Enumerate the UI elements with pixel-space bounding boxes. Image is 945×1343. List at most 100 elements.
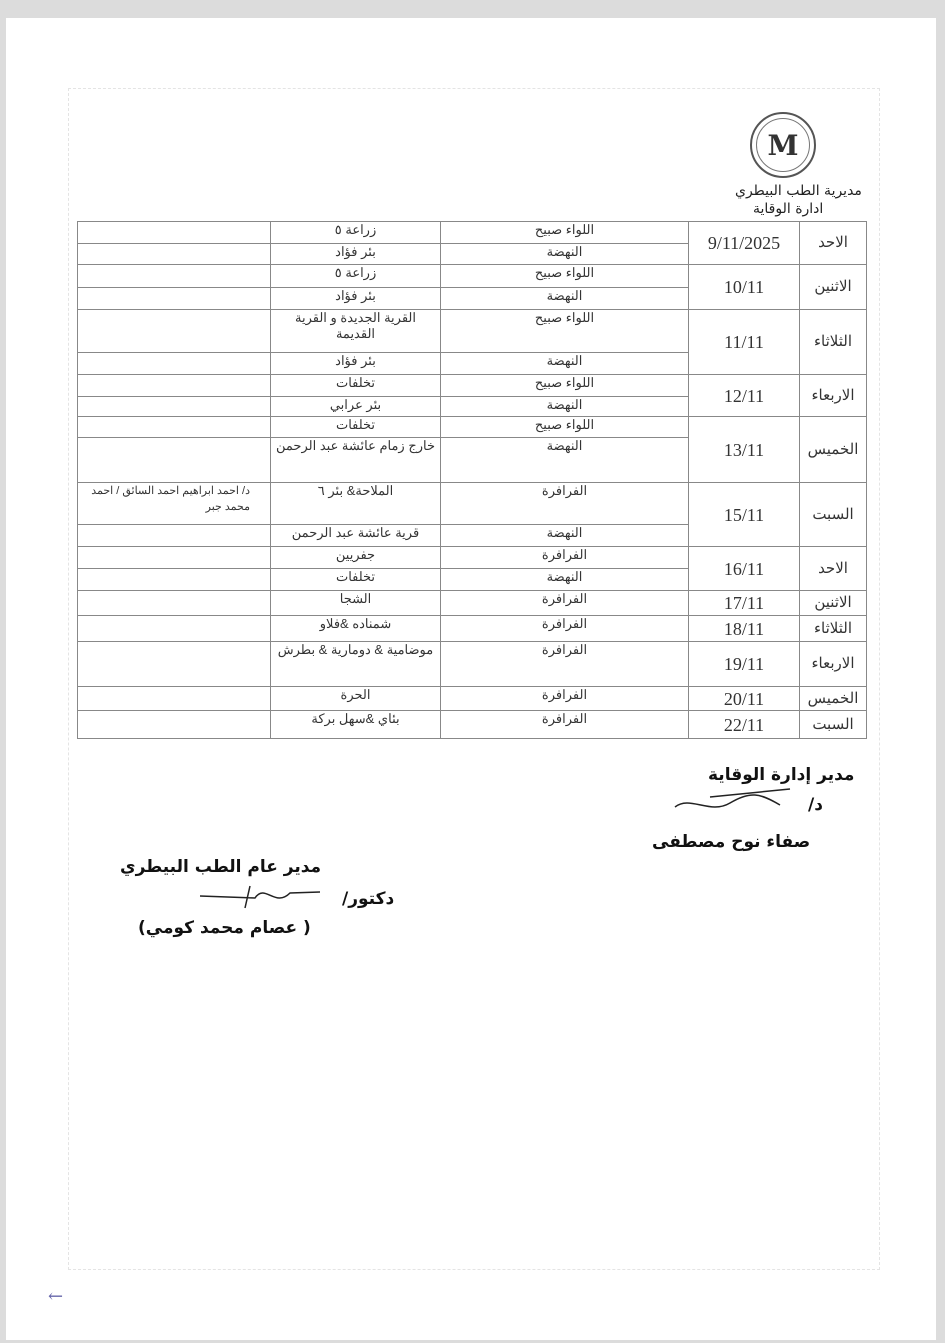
day-cell: الاربعاء: [799, 374, 867, 417]
date-cell: 11/11: [688, 309, 800, 375]
note-cell: [77, 590, 271, 616]
note-cell: [77, 309, 271, 353]
day-cell: الاحد: [799, 221, 867, 265]
day-cell: الخميس: [799, 416, 867, 483]
table-row: الثلاثاء 11/11 اللواء صبيح القرية الجديدة و…: [77, 309, 867, 375]
villages-cell: القرية الجديدة و القرية القديمة: [270, 309, 441, 353]
table-row: الاثنين 17/11 الفرافرة الشجا: [77, 590, 867, 616]
region-cell: الفرافرة: [440, 482, 689, 525]
table-row: النهضة قرية عائشة عبد الرحمن: [77, 524, 867, 547]
note-cell: [77, 546, 271, 569]
villages-cell: الحرة: [270, 686, 441, 711]
date-cell: 16/11: [688, 546, 800, 591]
villages-cell: بئر عرابي: [270, 396, 441, 417]
villages-cell: تخلفات: [270, 416, 441, 438]
day-cell: الاربعاء: [799, 641, 867, 687]
region-cell: اللواء صبيح: [440, 264, 689, 288]
note-cell: [77, 352, 271, 375]
region-cell: الفرافرة: [440, 686, 689, 711]
prevention-manager-prefix: د/: [808, 795, 823, 815]
villages-cell: تخلفات: [270, 568, 441, 591]
villages-cell: خارج زمام عائشة عبد الرحمن: [270, 437, 441, 483]
villages-cell: بئر فؤاد: [270, 243, 441, 265]
note-cell: [77, 524, 271, 547]
region-cell: اللواء صبيح: [440, 221, 689, 244]
day-cell: الثلاثاء: [799, 309, 867, 375]
general-manager-signature: [199, 885, 321, 909]
note-cell: [77, 615, 271, 642]
day-cell: الثلاثاء: [799, 615, 867, 642]
region-cell: الفرافرة: [440, 641, 689, 687]
date-cell: 20/11: [688, 686, 800, 711]
table-row: الاحد 9/11/2025 اللواء صبيح زراعة ٥: [77, 221, 867, 265]
region-cell: اللواء صبيح: [440, 374, 689, 397]
table-row: السبت 22/11 الفرافرة بئاي &سهل بركة: [77, 710, 867, 739]
scan-frame: [68, 88, 880, 1270]
day-cell: الخميس: [799, 686, 867, 711]
note-cell: [77, 264, 271, 288]
date-cell: 9/11/2025: [688, 221, 800, 265]
region-cell: النهضة: [440, 524, 689, 547]
region-cell: اللواء صبيح: [440, 309, 689, 353]
region-cell: الفرافرة: [440, 546, 689, 569]
villages-cell: الملاحة& بئر ٦: [270, 482, 441, 525]
table-row: السبت 15/11 الفرافرة الملاحة& بئر ٦ د/ احمد …: [77, 482, 867, 547]
note-cell: [77, 416, 271, 438]
general-manager-title: مدير عام الطب البيطري: [120, 857, 322, 877]
table-row: الخميس 13/11 اللواء صبيح تخلفات: [77, 416, 867, 483]
day-cell: الاثنين: [799, 590, 867, 616]
region-cell: الفرافرة: [440, 615, 689, 642]
date-cell: 17/11: [688, 590, 800, 616]
general-manager-name: ( عصام محمد كومي): [138, 918, 311, 938]
note-cell: [77, 710, 271, 739]
directorate-logo: M: [750, 112, 816, 178]
date-cell: 15/11: [688, 482, 800, 547]
org-name: مديرية الطب البيطري: [735, 183, 862, 199]
region-cell: النهضة: [440, 568, 689, 591]
villages-cell: موضامية & دومارية & بطرش: [270, 641, 441, 687]
prevention-manager-name: صفاء نوح مصطفى: [652, 832, 811, 852]
region-cell: النهضة: [440, 352, 689, 375]
region-cell: النهضة: [440, 287, 689, 310]
villages-cell: جفريين: [270, 546, 441, 569]
region-cell: النهضة: [440, 437, 689, 483]
table-row: النهضة بئر فؤاد: [77, 352, 867, 375]
dept-name: ادارة الوقاية: [753, 201, 824, 217]
note-cell: [77, 686, 271, 711]
day-cell: الاحد: [799, 546, 867, 591]
logo-emblem: M: [756, 118, 810, 172]
table-row: الثلاثاء 18/11 الفرافرة شمناده &فلاو: [77, 615, 867, 642]
note-cell: د/ احمد ابراهيم احمد السائق / احمد محمد …: [77, 482, 271, 525]
table-row: الاربعاء 19/11 الفرافرة موضامية & دومارية &…: [77, 641, 867, 687]
villages-cell: بئر فؤاد: [270, 352, 441, 375]
table-row: النهضة خارج زمام عائشة عبد الرحمن: [77, 437, 867, 483]
villages-cell: زراعة ٥: [270, 264, 441, 288]
villages-cell: شمناده &فلاو: [270, 615, 441, 642]
region-cell: النهضة: [440, 243, 689, 265]
prevention-manager-title: مدير إدارة الوقاية: [708, 765, 855, 785]
villages-cell: قرية عائشة عبد الرحمن: [270, 524, 441, 547]
schedule-table: الاحد 9/11/2025 اللواء صبيح زراعة ٥ النهضة بئ…: [77, 221, 867, 739]
villages-cell: بئاي &سهل بركة: [270, 710, 441, 739]
day-cell: السبت: [799, 710, 867, 739]
table-row: الاحد 16/11 الفرافرة جفريين: [77, 546, 867, 591]
table-row: الخميس 20/11 الفرافرة الحرة: [77, 686, 867, 711]
date-cell: 19/11: [688, 641, 800, 687]
region-cell: النهضة: [440, 396, 689, 417]
villages-cell: الشجا: [270, 590, 441, 616]
prevention-manager-signature: [674, 788, 791, 808]
villages-cell: زراعة ٥: [270, 221, 441, 244]
table-row: الاربعاء 12/11 اللواء صبيح تخلفات: [77, 374, 867, 417]
general-manager-prefix: دكتور/: [342, 889, 395, 909]
region-cell: الفرافرة: [440, 590, 689, 616]
arrow-mark-icon: ←: [48, 1286, 64, 1307]
date-cell: 12/11: [688, 374, 800, 417]
day-cell: الاثنين: [799, 264, 867, 310]
note-cell: [77, 437, 271, 483]
note-cell: [77, 641, 271, 687]
table-row: النهضة تخلفات: [77, 568, 867, 591]
region-cell: اللواء صبيح: [440, 416, 689, 438]
note-cell: [77, 568, 271, 591]
region-cell: الفرافرة: [440, 710, 689, 739]
note-cell: [77, 396, 271, 417]
